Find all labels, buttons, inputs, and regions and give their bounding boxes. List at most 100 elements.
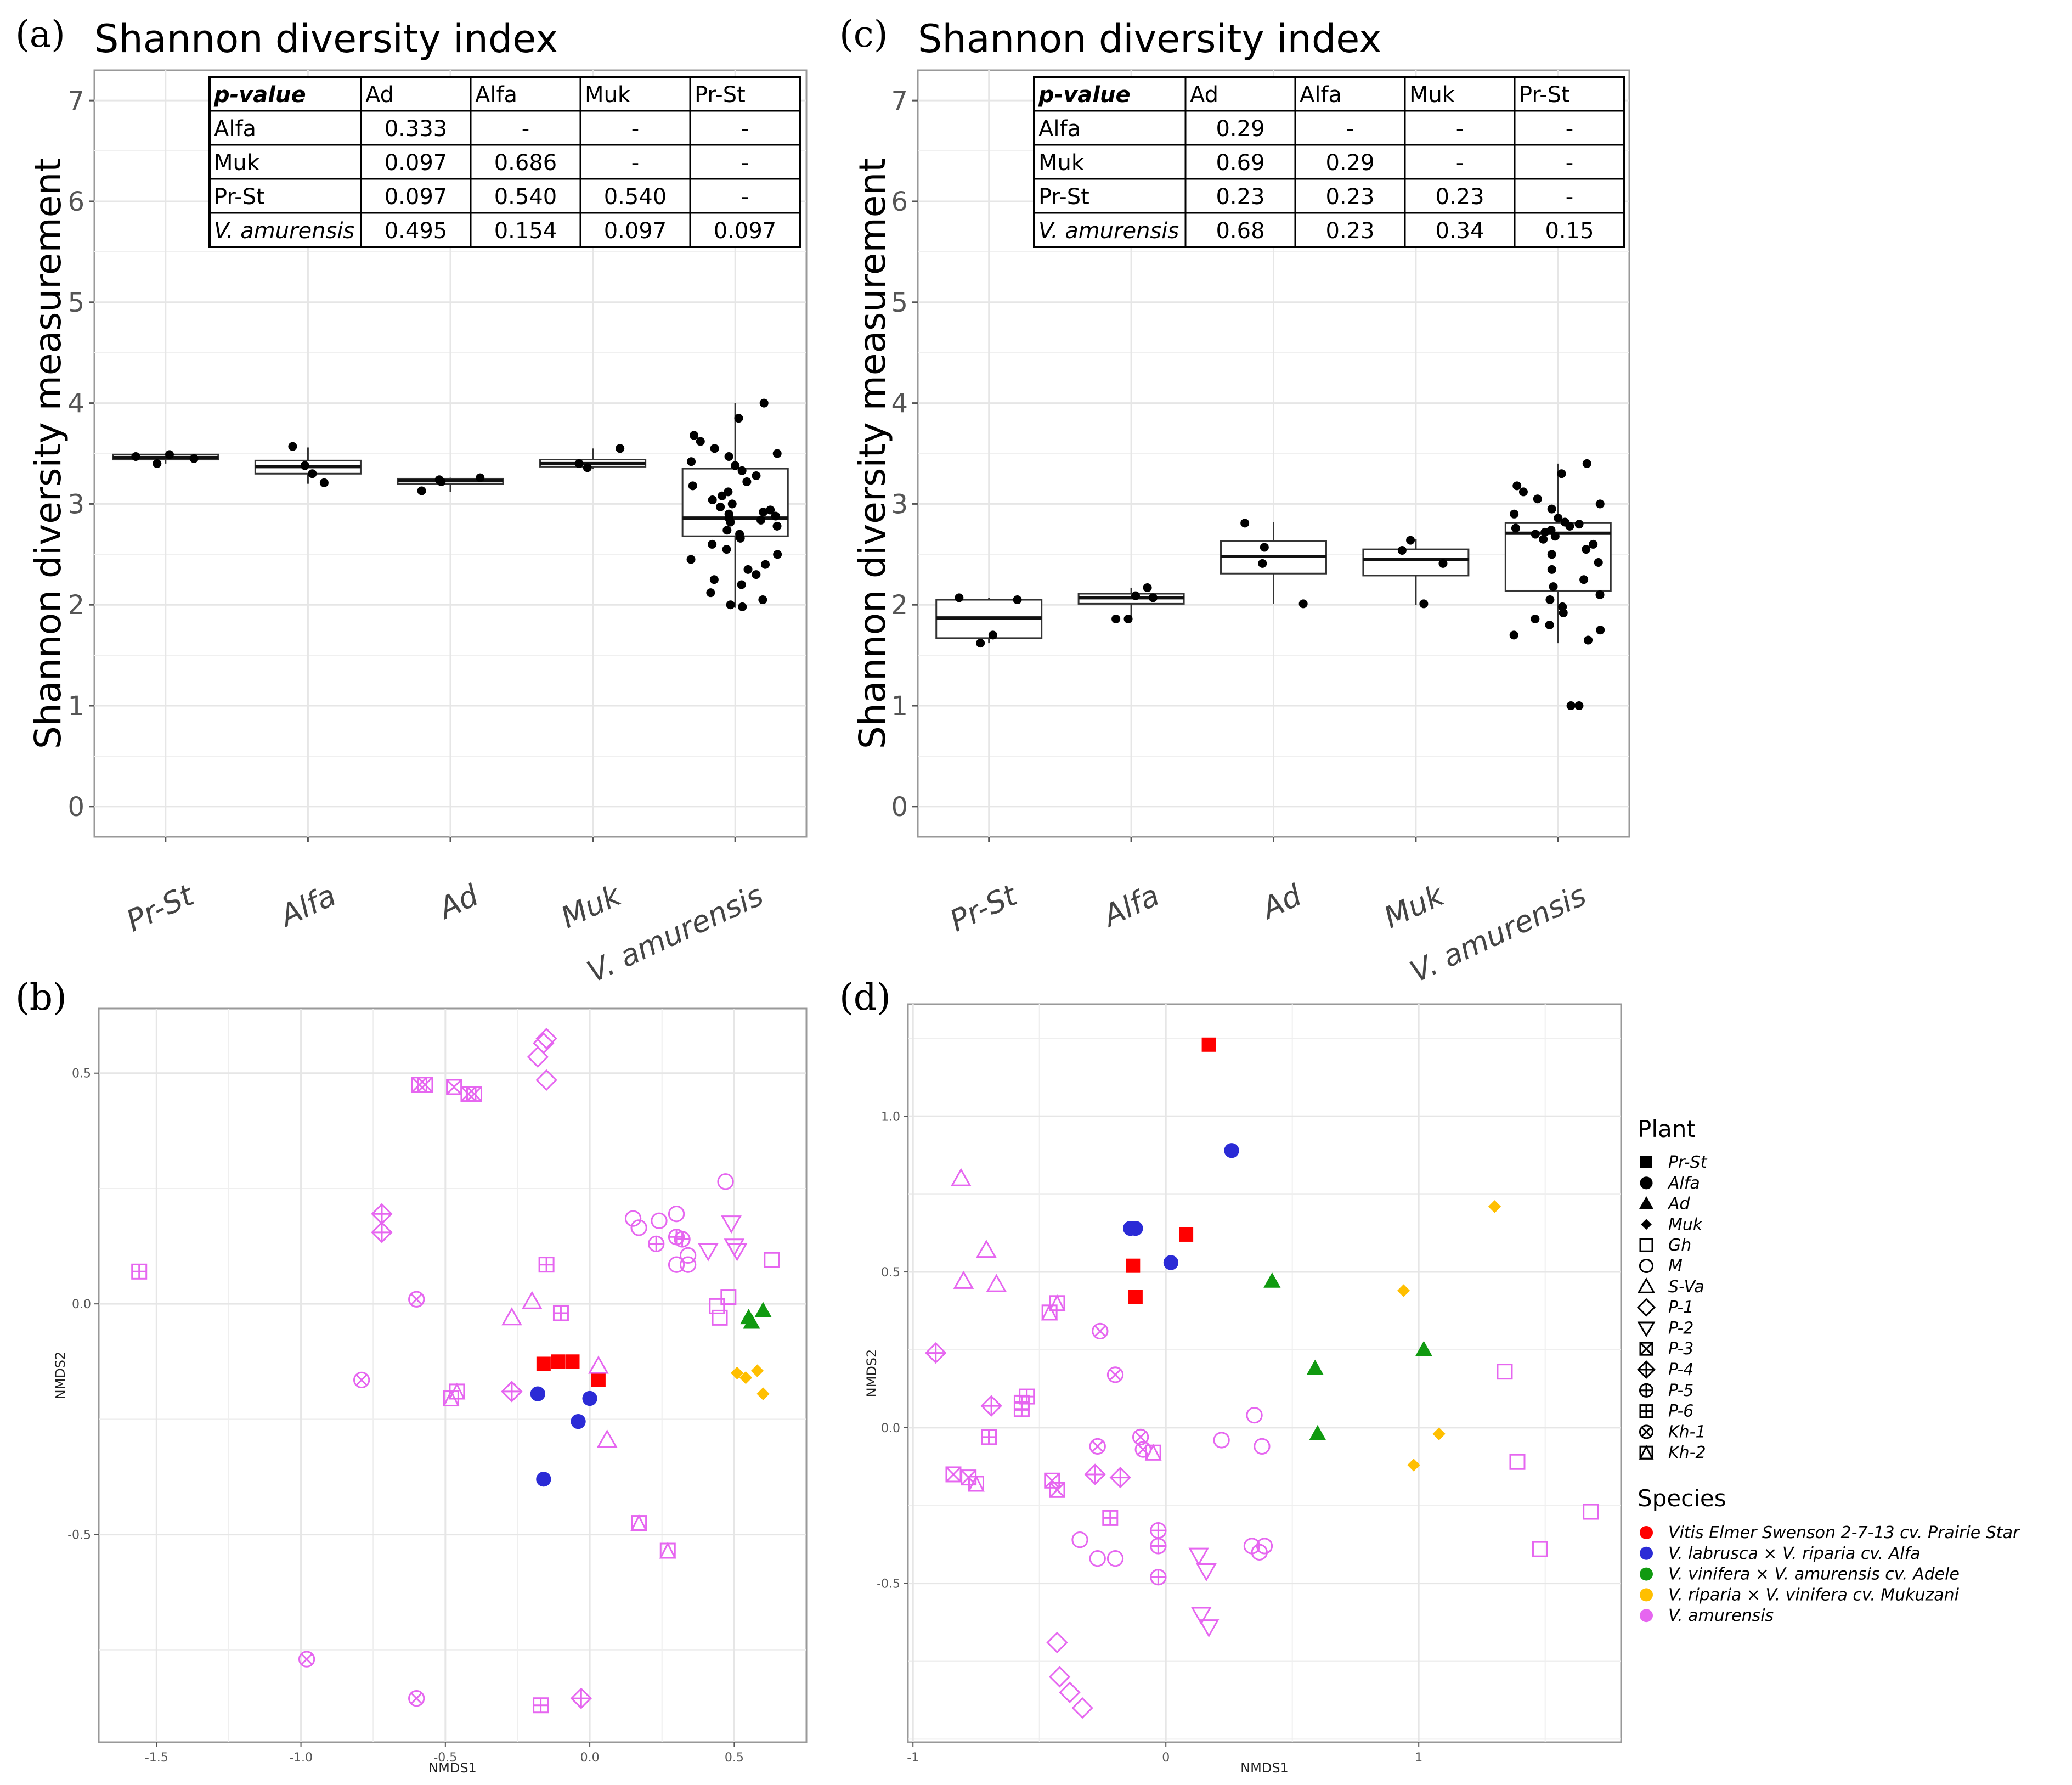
data-point — [1559, 608, 1568, 617]
chart-title: Shannon diversity index — [918, 16, 1382, 61]
data-point — [743, 565, 753, 574]
data-point — [1595, 499, 1605, 509]
scatter-point — [536, 1472, 551, 1487]
panel-d: (d) -1 0 1 -0.5 0.0 0.5 1.0 NMDS1 NMDS2 — [839, 976, 1622, 1776]
panel-c: (c) Shannon diversity index 0 1 2 3 4 5 6 7 Shanno… — [839, 13, 1630, 989]
table-cell: - — [1566, 150, 1573, 176]
table-header-cell: Pr-St — [1519, 82, 1570, 108]
scatter-point — [1046, 1631, 1068, 1654]
square-open — [1049, 1482, 1065, 1498]
circle-open — [1213, 1432, 1230, 1449]
data-point — [955, 593, 964, 602]
marker-P-6 — [1639, 1404, 1653, 1418]
y-tick-label: 3 — [891, 489, 908, 520]
box-Ad — [397, 477, 504, 492]
marker-P-5 — [1639, 1383, 1654, 1398]
circle-filled — [536, 1472, 551, 1487]
table-cell: - — [1456, 116, 1464, 142]
scatter-point — [925, 1342, 947, 1364]
panel-label: (d) — [839, 976, 891, 1018]
scatter-point — [1048, 1666, 1071, 1688]
table-cell: 0.097 — [714, 218, 777, 244]
legend-species-item: V. vinifera × V. amurensis cv. Adele — [1640, 1565, 1960, 1584]
data-point — [153, 459, 162, 468]
table-cell: Muk — [214, 150, 260, 176]
table-cell: 0.333 — [385, 116, 448, 142]
scatter-point — [1263, 1272, 1281, 1288]
scatter-point — [648, 1235, 665, 1252]
cross-line — [411, 1077, 427, 1093]
data-point — [1550, 532, 1560, 541]
scatter-point — [720, 1289, 737, 1305]
diamond-filled — [756, 1387, 770, 1400]
data-point — [1298, 599, 1308, 609]
scatter-point — [976, 1240, 997, 1258]
scatter-point — [582, 1390, 597, 1406]
scatter-point — [630, 1514, 648, 1531]
y-tick-label: 4 — [67, 388, 84, 419]
y-tick-label: 7 — [67, 86, 84, 116]
triangle-filled — [1415, 1341, 1433, 1356]
square-open — [961, 1469, 977, 1486]
square-open — [712, 1309, 728, 1326]
legend-plant-item: P-1 — [1637, 1298, 1693, 1317]
triangle-filled — [743, 1313, 760, 1329]
data-point — [759, 508, 768, 517]
circle-open — [1071, 1531, 1088, 1548]
scatter-point — [630, 1219, 647, 1236]
data-point — [417, 486, 426, 495]
cross-line — [410, 1692, 422, 1704]
scatter-point — [570, 1687, 592, 1709]
data-point — [708, 495, 717, 505]
data-point — [308, 469, 317, 478]
data-point — [1510, 509, 1519, 519]
triangle-down-open — [1196, 1563, 1217, 1582]
circle-open — [717, 1173, 734, 1190]
box-Muk — [1362, 539, 1470, 605]
y-tick-label: 0.5 — [881, 1266, 900, 1280]
circle-open — [408, 1690, 425, 1707]
legend-color-dot — [1640, 1588, 1653, 1602]
data-point — [1557, 469, 1566, 478]
diamond-open — [1637, 1298, 1656, 1317]
legend-plant-label: P-1 — [1668, 1298, 1693, 1317]
marker-Kh-2 — [1639, 1444, 1654, 1460]
scatter-point — [1041, 1303, 1058, 1321]
scatter-point — [1089, 1550, 1106, 1567]
scatter-point — [466, 1086, 482, 1102]
circle-open — [1132, 1428, 1149, 1445]
table-header-cell: Muk — [1409, 82, 1455, 108]
scatter-point — [721, 1215, 742, 1234]
data-point — [1596, 626, 1605, 635]
square-open — [1044, 1472, 1060, 1489]
table-cell: 0.29 — [1216, 116, 1264, 142]
scatter-point — [679, 1247, 697, 1264]
legend-species-item: V. riparia × V. vinifera cv. Mukuzani — [1640, 1585, 1960, 1604]
scatter-point — [726, 1243, 748, 1262]
circle-filled — [571, 1414, 586, 1429]
data-point — [731, 461, 740, 470]
data-point — [1589, 539, 1598, 549]
scatter-point — [1049, 1482, 1065, 1498]
data-point — [1258, 559, 1267, 568]
data-point — [1260, 543, 1269, 552]
data-point — [696, 437, 705, 446]
data-point — [690, 431, 699, 440]
y-tick-label: 6 — [67, 187, 84, 217]
data-point — [737, 466, 747, 475]
cross-line — [1134, 1431, 1147, 1443]
scatter-point — [1134, 1441, 1151, 1458]
scatter-point — [730, 1366, 744, 1379]
marker-P-4 — [1637, 1360, 1656, 1379]
data-point — [716, 502, 725, 511]
x-tick-label: -1 — [907, 1751, 919, 1765]
scatter-point — [1309, 1424, 1326, 1440]
y-tick-label: 0 — [67, 792, 84, 823]
scatter-point — [1126, 1258, 1141, 1273]
triangle-down-open — [1198, 1619, 1220, 1638]
data-point — [1512, 481, 1522, 491]
triangle-open — [501, 1307, 522, 1326]
triangle-open — [521, 1291, 543, 1309]
